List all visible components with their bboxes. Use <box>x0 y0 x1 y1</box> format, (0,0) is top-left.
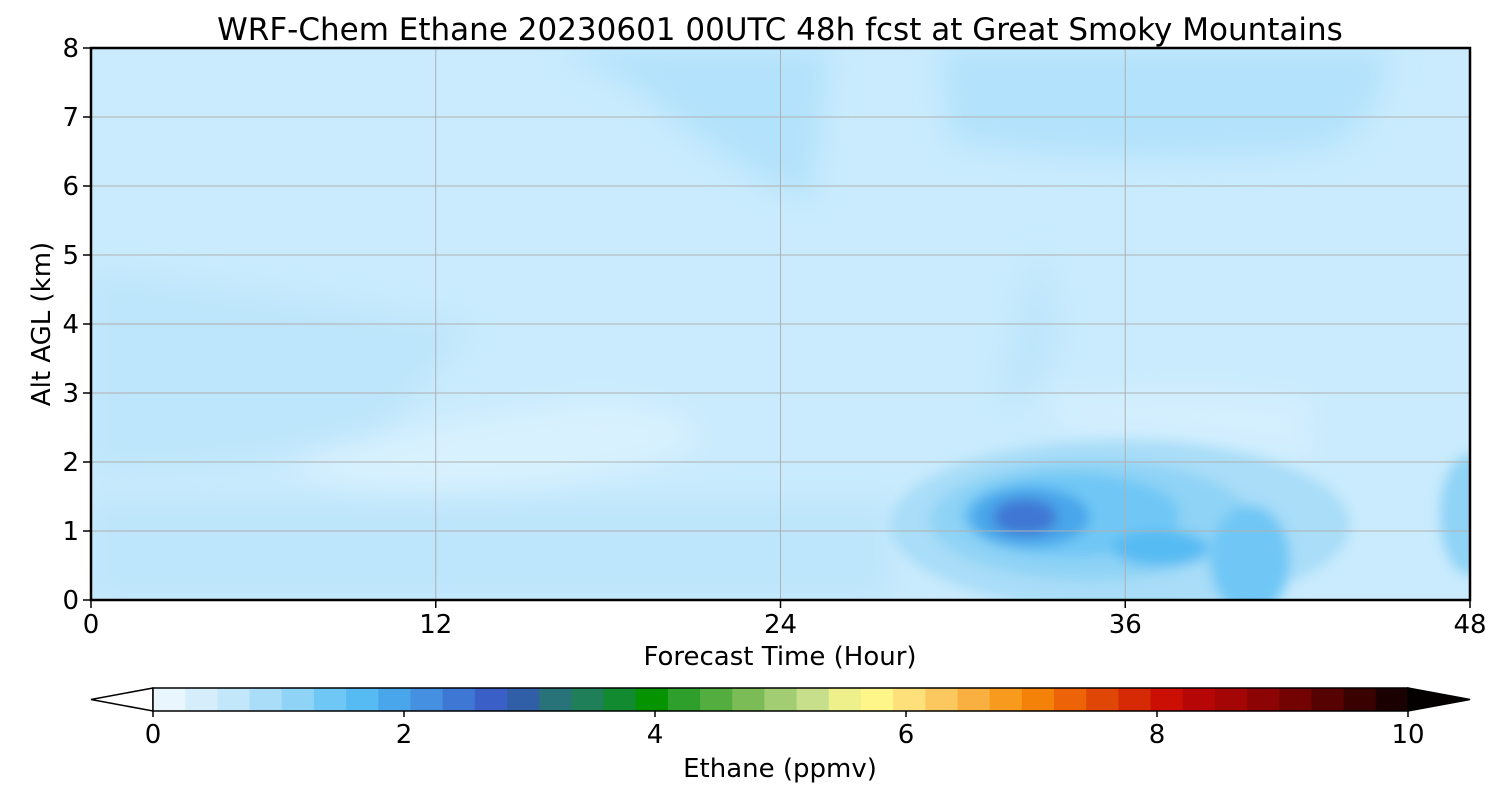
x-axis-label: Forecast Time (Hour) <box>643 642 916 672</box>
colorbar-tick-label: 8 <box>1149 720 1166 750</box>
colorbar-swatch <box>828 688 862 711</box>
colorbar-swatch <box>153 688 186 711</box>
colorbar-swatch <box>1311 688 1345 711</box>
y-tick-label: 6 <box>62 172 79 202</box>
colorbar-swatch <box>506 688 540 711</box>
colorbar-tick-label: 4 <box>647 720 664 750</box>
y-tick-label: 7 <box>62 103 79 133</box>
plume-col-right <box>1210 505 1290 600</box>
y-tick-label: 0 <box>62 586 79 616</box>
colorbar-extend-low <box>90 687 154 712</box>
y-tick-label: 5 <box>62 241 79 271</box>
colorbar-swatch <box>1150 688 1184 711</box>
plume-edge-right <box>1440 455 1470 575</box>
colorbar-swatch <box>185 688 218 711</box>
colorbar-swatch <box>281 688 315 711</box>
colorbar-swatch <box>410 688 444 711</box>
x-tick-label: 12 <box>419 610 452 640</box>
colorbar <box>90 687 1471 712</box>
colorbar-swatch <box>796 688 830 711</box>
colorbar-swatch <box>442 688 476 711</box>
colorbar-frame <box>152 687 1409 712</box>
field-region-upper-mid <box>560 48 830 200</box>
colorbar-swatch <box>1086 688 1119 711</box>
field-region-left-low <box>91 270 470 470</box>
field-region-light-tongue <box>290 400 700 491</box>
colorbar-swatch <box>1375 688 1409 711</box>
colorbar-swatch <box>893 688 926 711</box>
colorbar-swatch <box>571 688 605 711</box>
field-region-upper-right <box>940 48 1390 158</box>
colorbar-swatch <box>1247 688 1280 711</box>
colorbar-extend-high <box>1407 687 1471 712</box>
colorbar-tick-label: 6 <box>898 720 915 750</box>
colorbar-tick-label: 2 <box>396 720 413 750</box>
colorbar-swatch <box>1343 688 1377 711</box>
colorbar-swatch <box>603 688 637 711</box>
x-tick-label: 36 <box>1109 610 1142 640</box>
y-axis-ticks: 0 1 2 3 4 5 6 7 8 <box>62 34 91 616</box>
colorbar-swatch <box>1054 688 1087 711</box>
colorbar-swatch <box>1279 688 1313 711</box>
x-axis-ticks: 0 12 24 36 48 <box>83 600 1487 640</box>
colorbar-swatch <box>1214 688 1248 711</box>
colorbar-swatch <box>1182 688 1216 711</box>
plot-area <box>91 48 1470 600</box>
y-tick-label: 1 <box>62 517 79 547</box>
plume-core-c <box>993 499 1057 535</box>
grid <box>91 48 1470 600</box>
colorbar-swatch <box>217 688 251 711</box>
field-region-light-right <box>1040 390 1310 460</box>
colorbar-swatch <box>635 688 669 711</box>
colorbar-swatch <box>474 688 508 711</box>
colorbar-swatch <box>1021 688 1055 711</box>
colorbar-swatch <box>732 688 766 711</box>
y-tick-label: 2 <box>62 448 79 478</box>
colorbar-ticks: 0 2 4 6 8 10 <box>145 711 1425 750</box>
x-tick-label: 0 <box>83 610 100 640</box>
colorbar-swatch <box>925 688 959 711</box>
y-tick-label: 3 <box>62 379 79 409</box>
y-tick-label: 4 <box>62 310 79 340</box>
field-shading <box>91 48 1390 600</box>
colorbar-swatch <box>860 688 894 711</box>
colorbar-swatch <box>249 688 283 711</box>
colorbar-swatch <box>378 688 412 711</box>
y-axis-label: Alt AGL (km) <box>27 242 57 406</box>
chart-title: WRF-Chem Ethane 20230601 00UTC 48h fcst … <box>217 12 1343 48</box>
field-region-surface-left <box>91 500 891 600</box>
colorbar-swatch <box>700 688 733 711</box>
colorbar-swatch <box>346 688 379 711</box>
colorbar-swatch <box>1118 688 1152 711</box>
colorbar-swatch <box>313 688 347 711</box>
plume-core-d <box>1112 530 1208 566</box>
colorbar-swatch <box>667 688 701 711</box>
x-tick-label: 48 <box>1453 610 1486 640</box>
field-region-mid-right <box>1000 250 1060 402</box>
colorbar-swatch <box>764 688 798 711</box>
colorbar-swatch <box>539 688 572 711</box>
colorbar-swatch <box>989 688 1023 711</box>
colorbar-label: Ethane (ppmv) <box>683 754 877 784</box>
y-tick-label: 8 <box>62 34 79 64</box>
x-tick-label: 24 <box>764 610 797 640</box>
colorbar-tick-label: 0 <box>145 720 162 750</box>
colorbar-tick-label: 10 <box>1391 720 1424 750</box>
colorbar-swatch <box>957 688 991 711</box>
